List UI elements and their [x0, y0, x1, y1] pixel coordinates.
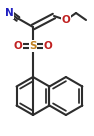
Text: S: S: [29, 41, 37, 51]
Text: O: O: [14, 41, 22, 51]
Text: O: O: [44, 41, 52, 51]
Text: N: N: [5, 8, 13, 18]
Text: O: O: [62, 15, 70, 25]
